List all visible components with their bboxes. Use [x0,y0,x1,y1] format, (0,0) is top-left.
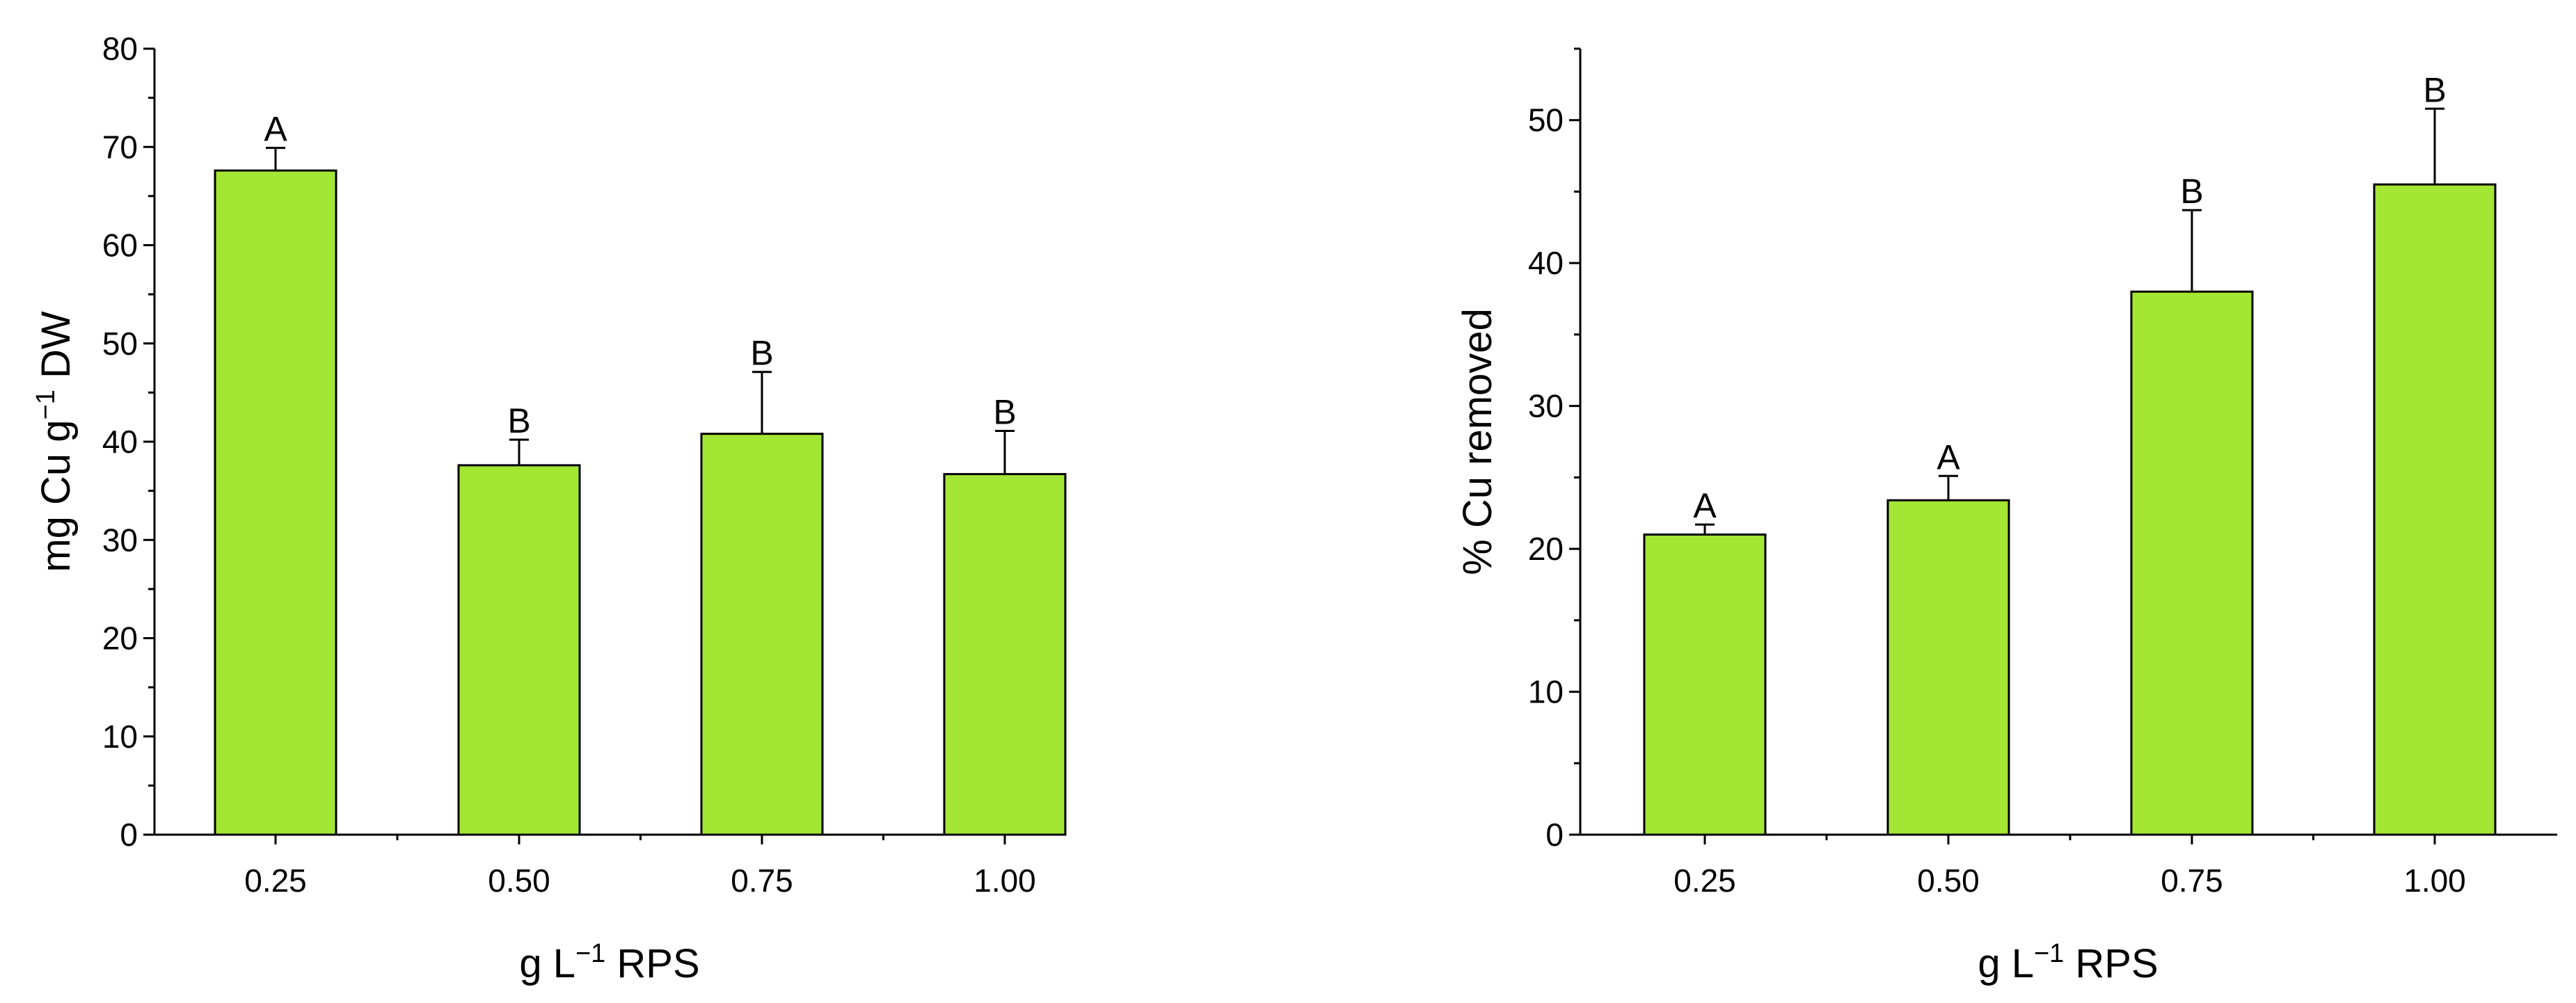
right-y-axis: 0 10 20 30 40 50 [1528,47,1582,853]
right-y-axis-title-main: % Cu removed [1455,308,1500,575]
right-x-tick-label-1: 0.25 [1673,862,1736,899]
right-x-axis-title: g L−1 RPS [1978,939,2158,986]
left-x-axis-title-main: g L [519,941,575,986]
right-significance-label-4: B [2423,70,2446,109]
left-significance-labels-group: A B B B [264,110,1016,441]
right-bar-4 [2373,183,2497,836]
left-x-axis-title: g L−1 RPS [519,939,699,986]
left-significance-label-1: A [264,110,287,149]
left-bars-group [214,169,1067,836]
right-x-axis-title-sup: −1 [2034,939,2064,968]
right-x-tick-label-3: 0.75 [2161,862,2223,899]
right-y-tick-label: 30 [1528,388,1564,424]
right-bar-2 [1886,499,2010,836]
left-y-axis-title-main: mg Cu g [33,419,79,572]
left-x-axis-title-sup: −1 [575,939,605,968]
right-x-tick-label-4: 1.00 [2403,862,2466,899]
left-significance-label-2: B [507,401,530,440]
left-y-tick-label: 10 [102,719,138,755]
left-x-tick-label-2: 0.50 [488,862,550,899]
left-x-tick-label-4: 1.00 [973,862,1036,899]
left-significance-label-4: B [993,392,1016,431]
left-y-tick-label: 20 [102,620,138,657]
left-y-tick-label: 40 [102,424,138,460]
left-y-axis-title-rest: DW [33,311,79,390]
left-x-tick-label-1: 0.25 [244,862,307,899]
right-y-tick-label: 20 [1528,531,1564,567]
right-y-tick-label: 50 [1528,102,1564,138]
left-y-tick-label: 60 [102,227,138,264]
right-x-axis-title-main: g L [1978,941,2034,986]
left-x-tick-label-3: 0.75 [731,862,793,899]
left-y-tick-label: 0 [120,817,138,853]
left-y-tick-label: 50 [102,326,138,362]
right-y-tick-label: 40 [1528,245,1564,281]
left-bar-1 [214,169,337,836]
right-chart-panel: A A B B 0 10 20 30 40 50 0.25 0.50 0.75 1.00 g L−1 … [1455,47,2557,986]
left-y-axis: 0 10 20 30 40 50 60 70 80 [102,31,156,853]
right-significance-label-3: B [2180,172,2203,211]
left-bar-2 [457,464,581,836]
left-bar-3 [700,433,824,836]
right-y-tick-label: 10 [1528,674,1564,710]
left-x-axis: 0.25 0.50 0.75 1.00 [154,833,1065,899]
right-x-axis-title-rest: RPS [2064,941,2158,986]
left-y-tick-label: 70 [102,129,138,165]
left-y-axis-title-sup: −1 [31,390,61,419]
right-bars-group [1643,183,2497,836]
right-significance-label-2: A [1937,438,1960,476]
left-y-tick-label: 80 [102,31,138,67]
left-y-tick-label: 30 [102,522,138,558]
right-y-tick-label: 0 [1545,817,1564,853]
left-error-bars-group [266,147,1015,474]
left-significance-label-3: B [750,334,773,373]
right-error-bars-group [1695,107,2444,535]
right-significance-label-1: A [1693,486,1717,525]
right-significance-labels-group: A A B B [1693,70,2446,525]
right-y-axis-title: % Cu removed [1455,308,1500,575]
right-x-axis: 0.25 0.50 0.75 1.00 [1580,833,2557,899]
left-y-axis-title: mg Cu g−1 DW [31,311,79,572]
right-bar-1 [1643,533,1767,836]
left-bar-4 [943,473,1067,836]
right-x-tick-label-2: 0.50 [1917,862,1980,899]
right-bar-3 [2130,290,2254,836]
left-x-axis-title-rest: RPS [605,941,699,986]
